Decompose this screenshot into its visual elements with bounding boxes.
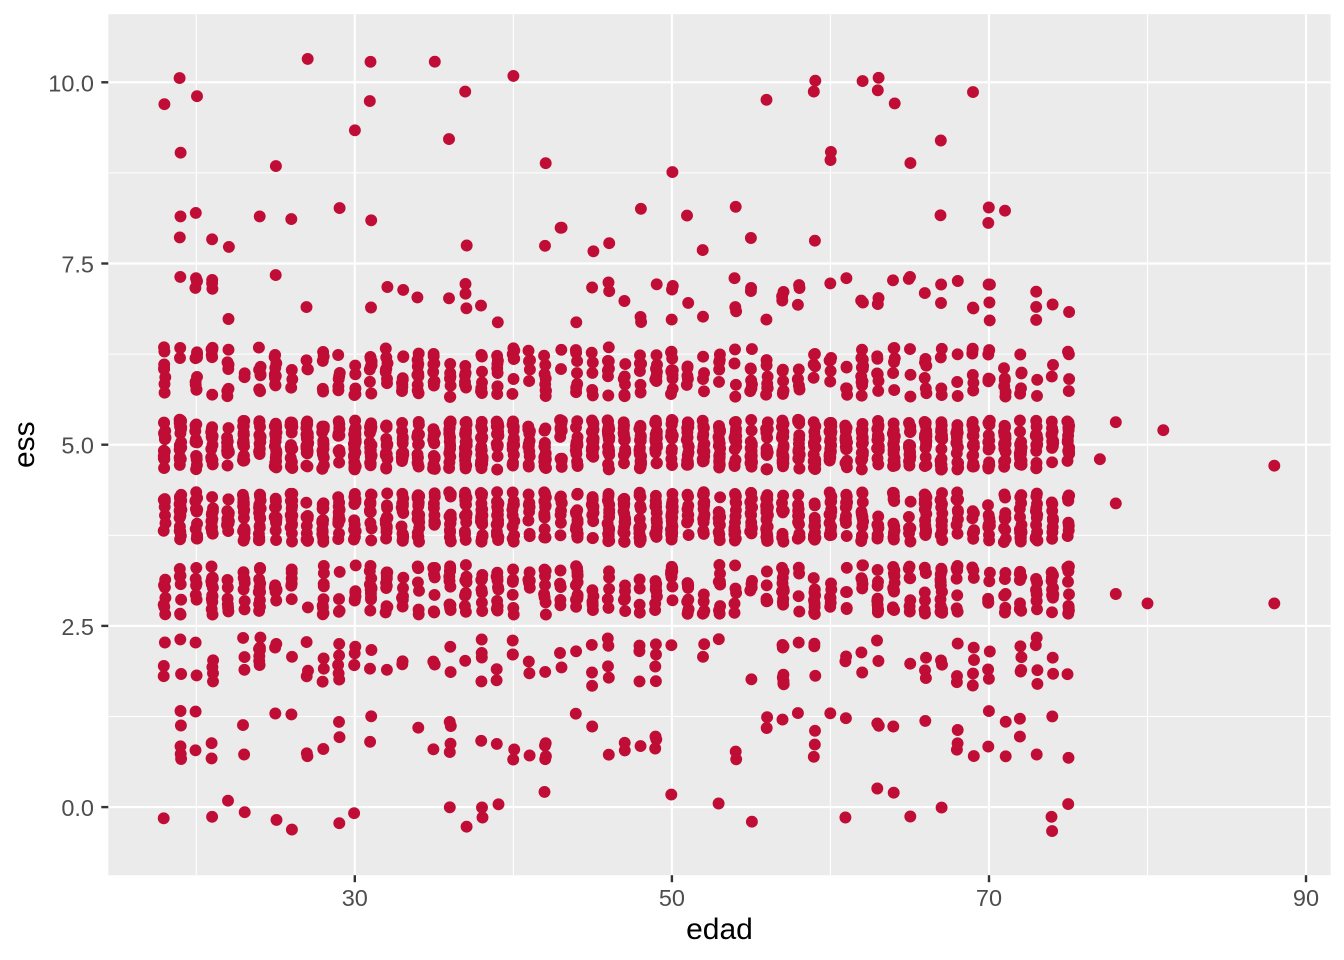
svg-text:70: 70: [976, 885, 1002, 911]
svg-text:2.5: 2.5: [61, 614, 94, 640]
svg-text:ess: ess: [8, 421, 41, 468]
svg-text:0.0: 0.0: [61, 795, 94, 821]
svg-text:50: 50: [659, 885, 685, 911]
svg-text:5.0: 5.0: [61, 433, 94, 459]
svg-text:90: 90: [1293, 885, 1319, 911]
svg-text:10.0: 10.0: [48, 70, 94, 96]
svg-text:30: 30: [342, 885, 368, 911]
svg-text:edad: edad: [686, 913, 753, 946]
svg-text:7.5: 7.5: [61, 252, 94, 278]
